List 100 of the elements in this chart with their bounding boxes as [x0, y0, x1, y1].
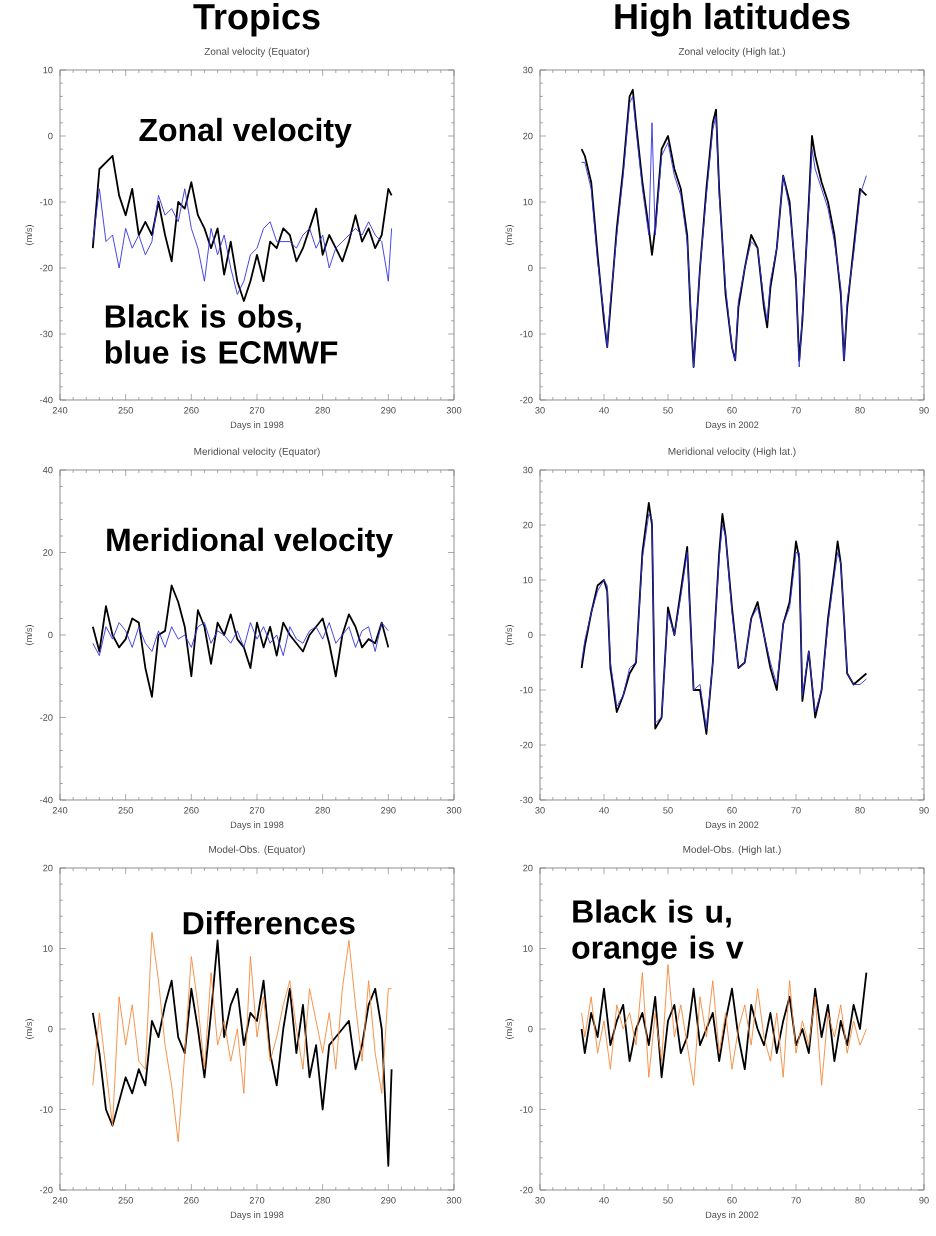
- y-tick-label: 30: [523, 466, 533, 474]
- x-tick-label: 250: [118, 1197, 133, 1204]
- y-tick-label: 10: [43, 66, 53, 74]
- x-axis-title: Days in 2002: [705, 821, 759, 830]
- x-axis-title: Days in 2002: [705, 421, 759, 430]
- annotation: Black is u, orange is v: [572, 899, 744, 966]
- x-tick-label: 290: [381, 807, 396, 814]
- x-tick-label: 300: [446, 1197, 462, 1204]
- x-tick-label: 290: [381, 407, 396, 414]
- x-tick-label: 280: [315, 407, 330, 414]
- y-tick-label: 0: [48, 1025, 53, 1033]
- x-tick-label: 250: [118, 807, 133, 814]
- x-tick-label: 80: [855, 807, 865, 814]
- x-tick-label: 260: [184, 407, 199, 414]
- x-tick-label: 50: [663, 807, 673, 814]
- y-axis-title: (m/s): [25, 1019, 34, 1039]
- y-axis-title: (m/s): [505, 625, 514, 645]
- x-tick-label: 240: [52, 407, 68, 414]
- y-tick-label: 40: [42, 466, 53, 474]
- y-tick-label: 20: [43, 864, 53, 872]
- y-tick-label: 20: [43, 549, 53, 556]
- y-tick-label: 20: [523, 521, 533, 529]
- chart-title: Meridional velocity (Equator): [194, 447, 320, 457]
- x-tick-label: 40: [599, 407, 609, 414]
- y-tick-label: -20: [520, 741, 533, 749]
- chart-title: Meridional velocity (High lat.): [668, 447, 796, 457]
- x-tick-label: 240: [52, 1197, 68, 1204]
- y-tick-label: 20: [523, 864, 533, 872]
- x-axis-title: Days in 2002: [705, 1211, 759, 1220]
- y-tick-label: 10: [43, 945, 53, 952]
- y-tick-label: -30: [40, 330, 53, 338]
- y-tick-label: -20: [40, 1186, 53, 1194]
- line-series: [92, 622, 389, 657]
- x-tick-label: 260: [184, 1197, 199, 1204]
- text: High latitudes: [615, 2, 850, 37]
- x-tick-label: 90: [919, 807, 929, 814]
- y-tick-label: -20: [520, 1186, 533, 1194]
- x-tick-label: 80: [855, 407, 865, 414]
- x-tick-label: 70: [791, 407, 801, 414]
- x-tick-label: 90: [919, 407, 929, 414]
- x-tick-label: 280: [315, 1197, 330, 1204]
- annotation: Differences: [183, 910, 355, 935]
- y-axis-title: (m/s): [25, 225, 34, 245]
- x-tick-label: 300: [446, 807, 462, 814]
- x-axis-title: Days in 1998: [230, 1211, 284, 1220]
- x-tick-label: 30: [535, 407, 545, 414]
- y-tick-label: -10: [40, 198, 53, 206]
- annotation: Zonal velocity: [139, 117, 352, 148]
- x-tick-label: 40: [599, 807, 609, 814]
- x-axis-title: Days in 1998: [230, 421, 284, 430]
- y-tick-label: -20: [40, 264, 53, 272]
- y-axis-title: (m/s): [505, 1019, 514, 1039]
- y-tick-label: 0: [528, 1025, 533, 1033]
- x-tick-label: 260: [184, 807, 199, 814]
- y-tick-label: 10: [523, 945, 533, 952]
- text: Tropics: [193, 3, 320, 37]
- y-tick-label: 0: [528, 631, 533, 639]
- y-tick-label: -20: [40, 714, 53, 721]
- y-tick-label: -10: [40, 1106, 53, 1113]
- x-tick-label: 270: [249, 807, 265, 814]
- annotation: Meridional velocity: [107, 527, 393, 558]
- y-tick-label: -10: [520, 330, 533, 338]
- x-tick-label: 60: [727, 407, 737, 414]
- x-tick-label: 240: [52, 807, 68, 814]
- chart-title: Model-Obs. (High lat.): [683, 845, 781, 855]
- x-tick-label: 50: [663, 407, 673, 414]
- x-tick-label: 70: [791, 807, 801, 814]
- chart-title: Zonal velocity (High lat.): [678, 47, 785, 57]
- y-tick-label: -40: [40, 396, 53, 404]
- x-tick-label: 270: [249, 407, 265, 414]
- y-tick-label: -30: [520, 796, 533, 804]
- y-tick-label: -20: [520, 396, 533, 404]
- y-tick-label: 10: [523, 198, 533, 206]
- x-tick-label: 30: [535, 1197, 545, 1204]
- y-axis-title: (m/s): [505, 225, 514, 245]
- y-tick-label: -40: [40, 796, 53, 804]
- y-tick-label: 10: [523, 576, 533, 584]
- y-tick-label: 30: [523, 66, 533, 74]
- x-tick-label: 300: [446, 407, 462, 414]
- x-tick-label: 80: [855, 1197, 865, 1204]
- x-tick-label: 60: [727, 1197, 737, 1204]
- y-tick-label: -10: [520, 686, 533, 694]
- y-tick-label: 0: [48, 132, 53, 140]
- x-tick-label: 60: [727, 807, 737, 814]
- y-tick-label: 0: [528, 264, 533, 272]
- x-tick-label: 70: [791, 1197, 801, 1204]
- x-tick-label: 280: [315, 807, 330, 814]
- y-tick-label: 20: [523, 132, 533, 140]
- y-axis-title: (m/s): [25, 625, 34, 645]
- chart-title: Zonal velocity (Equator): [204, 47, 310, 57]
- y-tick-label: -10: [520, 1106, 533, 1113]
- x-tick-label: 270: [249, 1197, 265, 1204]
- x-tick-label: 90: [919, 1197, 929, 1204]
- x-tick-label: 30: [535, 807, 545, 814]
- x-tick-label: 50: [663, 1197, 673, 1204]
- chart-title: Model-Obs. (Equator): [209, 845, 305, 855]
- x-axis-title: Days in 1998: [230, 821, 284, 830]
- x-tick-label: 250: [118, 407, 133, 414]
- x-tick-label: 290: [381, 1197, 396, 1204]
- y-tick-label: 0: [48, 631, 53, 639]
